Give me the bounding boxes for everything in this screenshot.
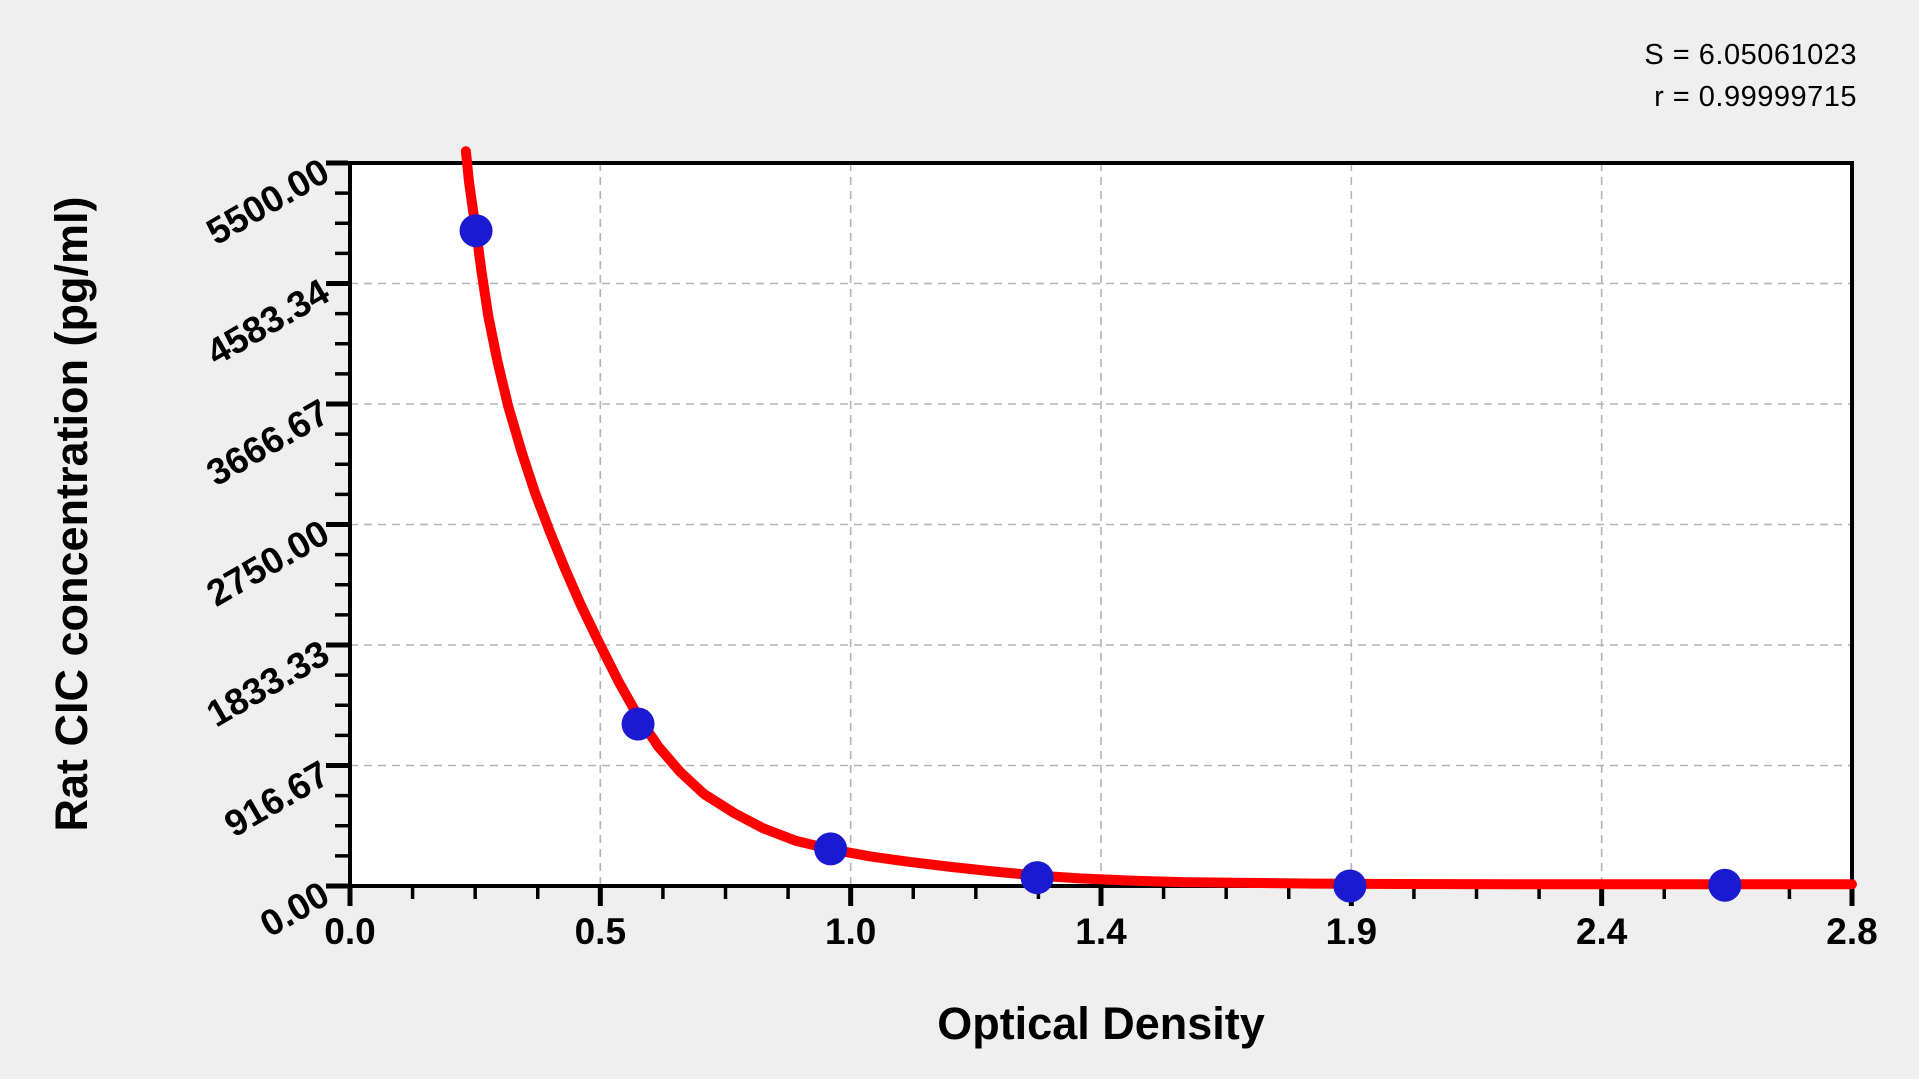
x-tick-label: 1.9 (1326, 911, 1377, 952)
y-tick-label: 2750.00 (200, 512, 336, 614)
x-tick-label: 2.4 (1576, 911, 1628, 952)
data-point (814, 832, 848, 866)
fit-curve (460, 146, 1857, 890)
x-tick-label: 1.0 (825, 911, 876, 952)
r-value-text: r = 0.99999715 (1654, 81, 1857, 113)
data-point (1020, 861, 1054, 895)
y-tick-label: 4583.34 (200, 271, 337, 374)
standard-points (459, 214, 1742, 903)
x-tick-label: 0.5 (575, 911, 626, 952)
axis-ticks (326, 160, 1855, 906)
y-tick-label: 1833.33 (200, 632, 336, 734)
y-tick-label: 5500.00 (200, 150, 336, 252)
x-tick-label: 0.0 (324, 911, 375, 952)
y-axis-title: Rat CIC concentration (pg/ml) (46, 196, 97, 832)
data-point (621, 707, 655, 741)
s-value-text: S = 6.05061023 (1644, 39, 1857, 71)
plot-frame (348, 161, 1854, 888)
x-tick-label: 1.4 (1075, 911, 1127, 952)
x-tick-labels: 0.0 0.5 1.0 1.4 1.9 2.4 2.8 (324, 911, 1877, 952)
data-point (1333, 869, 1367, 903)
y-tick-label: 916.67 (217, 753, 336, 845)
gridlines (350, 163, 1852, 886)
y-tick-labels: 0.00916.671833.332750.003666.674583.3455… (200, 150, 337, 945)
y-tick-label: 3666.67 (200, 391, 336, 493)
data-point (459, 214, 493, 248)
x-tick-label: 2.8 (1826, 911, 1877, 952)
fit-statistics: S = 6.05061023 r = 0.99999715 (1644, 34, 1857, 118)
x-axis-title: Optical Density (937, 998, 1265, 1049)
data-point (1708, 868, 1742, 902)
